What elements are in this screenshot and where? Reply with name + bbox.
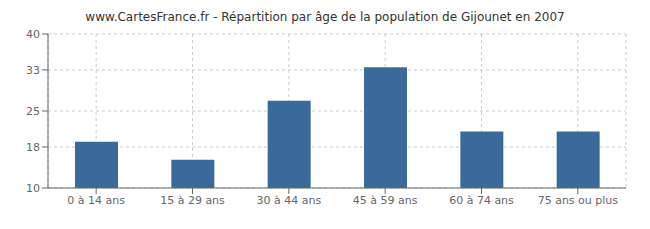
svg-text:75 ans ou plus: 75 ans ou plus [538, 194, 619, 207]
svg-text:0 à 14 ans: 0 à 14 ans [67, 194, 125, 207]
svg-text:60 à 74 ans: 60 à 74 ans [449, 194, 514, 207]
svg-text:25: 25 [26, 105, 40, 118]
svg-text:40: 40 [26, 28, 40, 41]
svg-text:18: 18 [26, 141, 40, 154]
html-text:www.CartesFrance.fr - Répartit: www.CartesFrance.fr - Répartition par âg… [85, 10, 565, 24]
svg-text:15 à 29 ans: 15 à 29 ans [160, 194, 225, 207]
svg-text:45 à 59 ans: 45 à 59 ans [353, 194, 418, 207]
svg-text:30 à 44 ans: 30 à 44 ans [256, 194, 321, 207]
svg-text:33: 33 [26, 64, 40, 77]
svg-text:10: 10 [26, 182, 40, 195]
